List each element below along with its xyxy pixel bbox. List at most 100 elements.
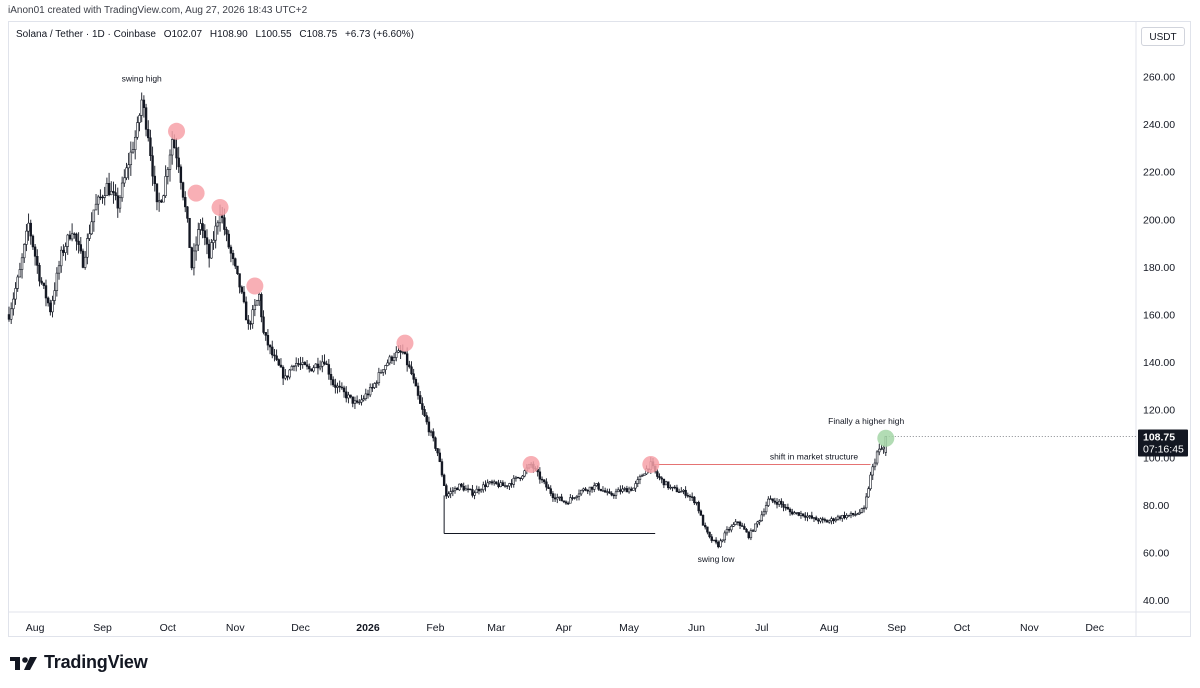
candle-body — [290, 366, 294, 371]
candle-body — [597, 483, 600, 490]
candle-body — [249, 323, 252, 325]
candle-body — [336, 385, 339, 388]
candle-body — [190, 247, 193, 269]
candle-body — [371, 387, 374, 389]
candle-body — [53, 290, 56, 301]
candle-body — [162, 195, 165, 203]
candle-body — [562, 500, 565, 503]
candle-body — [395, 351, 398, 358]
candle-body — [392, 357, 396, 361]
candle-body — [549, 488, 552, 494]
candle-body — [181, 182, 185, 198]
candle-body — [854, 514, 857, 516]
candle-body — [828, 520, 831, 523]
candle-body — [821, 518, 824, 520]
candle-body — [582, 488, 585, 491]
tradingview-brand[interactable]: TradingView — [10, 652, 148, 673]
candle-body — [355, 400, 359, 403]
candle-body — [294, 363, 298, 367]
lower-high-marker — [246, 277, 264, 295]
candle-body — [349, 394, 352, 398]
candle-body — [23, 244, 26, 259]
candle-body — [464, 488, 468, 491]
candle-body — [445, 485, 448, 497]
candle-body — [558, 496, 561, 499]
candle-body — [819, 518, 822, 522]
candle-body — [462, 485, 465, 491]
lower-high-marker — [522, 455, 540, 473]
candle-body — [70, 233, 74, 240]
candle-body — [173, 139, 176, 149]
x-tick-label: Aug — [26, 622, 45, 634]
candle-body — [255, 300, 259, 306]
candle-body — [473, 492, 476, 496]
candle-body — [749, 530, 753, 539]
candle-body — [727, 529, 731, 531]
candle-body — [793, 512, 796, 515]
candle-body — [873, 462, 877, 468]
candle-body — [225, 229, 228, 235]
candle-body — [858, 512, 861, 515]
candle-body — [616, 489, 620, 493]
ohlc-low: L100.55 — [255, 29, 292, 40]
candle-body — [116, 195, 119, 209]
candle-body — [107, 182, 111, 196]
candle-body — [99, 196, 102, 199]
ohlc-close: C108.75 — [299, 29, 338, 40]
candle-body — [114, 192, 117, 196]
candle-body — [610, 492, 613, 496]
candle-body — [81, 250, 85, 268]
candle-body — [551, 493, 555, 499]
x-tick-label: May — [619, 622, 640, 634]
candle-body — [688, 495, 692, 498]
candle-body — [875, 451, 879, 464]
candle-body — [664, 481, 668, 486]
candle-body — [673, 486, 676, 489]
candle-body — [399, 350, 402, 353]
candle-body — [140, 99, 143, 116]
candle-body — [240, 286, 243, 293]
candle-body — [210, 242, 213, 259]
candle-body — [329, 373, 333, 380]
candle-body — [16, 276, 19, 289]
candle-body — [88, 233, 91, 239]
candle-body — [416, 385, 420, 396]
candle-body — [338, 385, 341, 388]
candle-body — [264, 332, 267, 336]
candle-body — [423, 409, 426, 416]
candle-body — [382, 369, 385, 373]
candle-body — [723, 532, 726, 541]
candle-body — [503, 485, 507, 487]
candle-body — [721, 539, 724, 542]
candle-body — [777, 500, 781, 505]
candle-body — [194, 244, 198, 252]
candle-body — [571, 497, 574, 499]
candle-body — [62, 249, 65, 253]
candle-body — [865, 496, 868, 509]
candle-body — [867, 488, 870, 498]
y-tick-label: 100.00 — [1143, 452, 1175, 464]
currency-button[interactable]: USDT — [1141, 27, 1185, 46]
candle-body — [775, 501, 779, 505]
candle-body — [286, 375, 289, 378]
candle-body — [223, 217, 226, 230]
symbol-name[interactable]: Solana / Tether · 1D · Coinbase — [16, 29, 156, 40]
candle-body — [499, 482, 502, 487]
candle-body — [318, 365, 322, 369]
candle-body — [110, 190, 113, 196]
candle-body — [238, 273, 241, 288]
candle-body — [882, 446, 885, 450]
candle-body — [682, 489, 685, 492]
y-tick-label: 180.00 — [1143, 262, 1175, 274]
candle-body — [271, 346, 274, 356]
candle-body — [377, 372, 381, 384]
candle-body — [784, 506, 787, 509]
candle-body — [253, 304, 257, 311]
candle-body — [814, 517, 818, 521]
candle-body — [321, 361, 324, 367]
candle-body — [251, 309, 254, 325]
candle-body — [510, 483, 513, 485]
candle-body — [375, 382, 378, 384]
candle-body — [538, 471, 542, 480]
